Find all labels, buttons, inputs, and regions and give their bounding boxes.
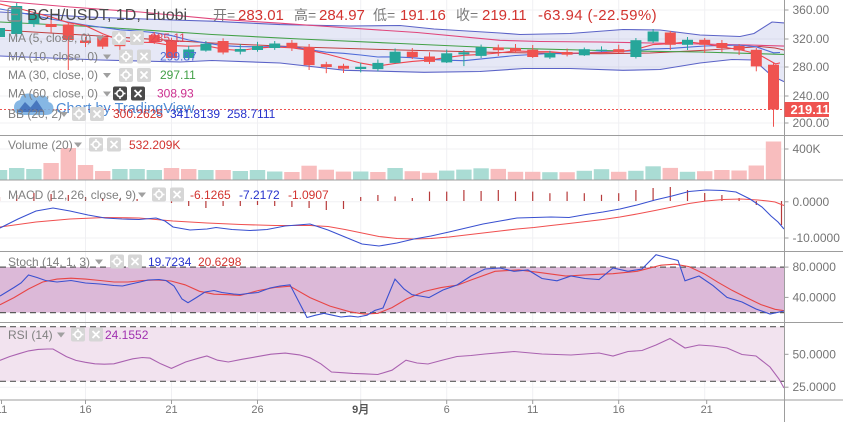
svg-text:9月: 9月 [352,403,369,416]
svg-text:299.87: 299.87 [160,50,197,64]
svg-text:19.7234: 19.7234 [148,255,192,269]
svg-text:收=: 收= [456,7,478,23]
svg-text:297.11: 297.11 [160,68,196,82]
svg-text:80.0000: 80.0000 [793,260,837,274]
svg-text:6: 6 [444,404,450,416]
svg-text:21: 21 [165,404,177,416]
svg-text:MA (5, close, 0): MA (5, close, 0) [8,31,91,45]
svg-text:40.0000: 40.0000 [793,290,837,304]
svg-text:开=: 开= [213,7,235,23]
svg-text:Volume (20): Volume (20) [8,138,73,152]
svg-text:285.11: 285.11 [150,31,186,45]
svg-text:240.00: 240.00 [793,89,830,103]
svg-text:20.6298: 20.6298 [198,255,242,269]
svg-text:BCH/USDT, 1D, Huobi: BCH/USDT, 1D, Huobi [27,7,187,24]
svg-text:280.00: 280.00 [793,60,830,74]
svg-text:11: 11 [527,404,538,416]
svg-text:16: 16 [613,404,625,416]
svg-text:MA (60, close, 0): MA (60, close, 0) [8,87,98,101]
svg-text:308.93: 308.93 [157,87,194,101]
svg-text:25.0000: 25.0000 [793,380,837,394]
svg-text:16: 16 [79,404,91,416]
svg-text:-10.0000: -10.0000 [793,231,841,245]
svg-text:24.1552: 24.1552 [105,328,149,342]
svg-text:400K: 400K [793,142,821,156]
svg-text:MA (30, close, 0): MA (30, close, 0) [8,68,98,82]
svg-text:284.97: 284.97 [319,7,365,24]
svg-text:360.00: 360.00 [793,3,830,17]
svg-text:26: 26 [251,404,263,416]
svg-text:高=: 高= [294,7,316,23]
svg-text:0.0000: 0.0000 [793,195,830,209]
svg-text:-1.0907: -1.0907 [288,188,329,202]
svg-text:Stoch (14, 1, 3): Stoch (14, 1, 3) [8,255,90,269]
svg-text:11: 11 [0,404,7,416]
svg-text:低=: 低= [373,7,395,23]
svg-text:219.11: 219.11 [482,7,527,24]
svg-text:RSI (14): RSI (14) [8,328,53,342]
svg-text:MA (10, close, 0): MA (10, close, 0) [8,50,98,64]
svg-text:258.7111: 258.7111 [227,107,276,121]
svg-text:219.11: 219.11 [791,102,830,117]
svg-text:-6.1265: -6.1265 [190,188,231,202]
svg-text:283.01: 283.01 [238,7,284,24]
svg-text:532.209K: 532.209K [129,138,180,152]
svg-text:300.2625: 300.2625 [113,107,163,121]
svg-text:200.00: 200.00 [793,116,830,130]
svg-text:320.00: 320.00 [793,32,830,46]
svg-text:191.16: 191.16 [400,7,446,24]
svg-text:341.8139: 341.8139 [170,107,220,121]
svg-text:21: 21 [701,404,713,416]
svg-text:50.0000: 50.0000 [793,347,837,361]
svg-text:MACD (12, 26, close, 9): MACD (12, 26, close, 9) [8,188,136,202]
svg-text:-63.94 (-22.59%): -63.94 (-22.59%) [538,7,657,24]
svg-text:-7.2172: -7.2172 [239,188,280,202]
svg-text:BB (20, 2): BB (20, 2) [8,107,62,121]
